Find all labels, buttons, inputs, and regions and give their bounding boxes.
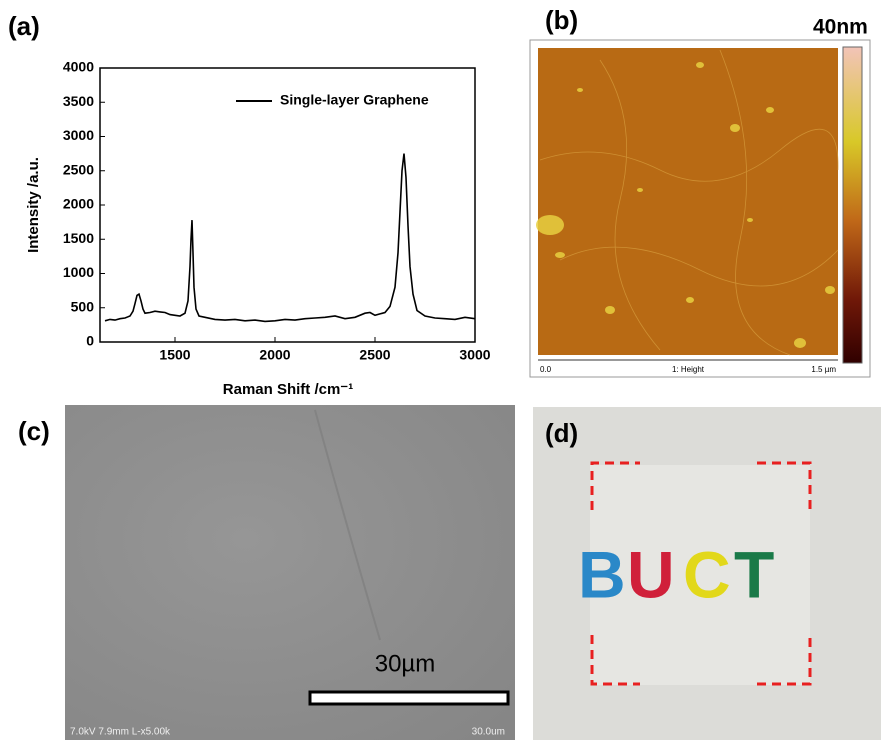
scale-start: 0.0 (540, 365, 552, 374)
y-axis-label: Intensity /a.u. (25, 157, 42, 253)
sem-scale: 30.0um (472, 727, 505, 738)
figure: (a) Raman Shift /cm⁻¹ Intensity /a.u. 0 5… (0, 0, 881, 740)
colorbar-label: 40nm (813, 16, 868, 39)
scale-bar-label: 30µm (375, 650, 436, 677)
colorbar (843, 47, 862, 363)
y-tick-label: 2000 (63, 196, 94, 212)
y-tick-label: 500 (71, 298, 95, 314)
y-tick-label: 0 (86, 333, 94, 349)
channel-label: 1: Height (672, 365, 705, 374)
x-tick-label: 2500 (359, 347, 390, 363)
y-tick-label: 1500 (63, 230, 94, 246)
letter: U (627, 537, 675, 611)
x-tick-label: 3000 (459, 347, 490, 363)
sem-info: 7.0kV 7.9mm L-x5.00k (70, 727, 171, 738)
series-line (105, 154, 475, 322)
x-axis-label: Raman Shift /cm⁻¹ (223, 381, 353, 398)
y-tick-label: 2500 (63, 161, 94, 177)
y-tick-label: 3000 (63, 127, 94, 143)
x-tick-label: 2000 (259, 347, 290, 363)
scale-bar (310, 692, 508, 704)
letter: T (734, 537, 774, 611)
x-tick-label: 1500 (159, 347, 190, 363)
legend-label: Single-layer Graphene (280, 92, 429, 108)
letter: C (683, 537, 731, 611)
afm-image (538, 48, 838, 355)
y-tick-label: 4000 (63, 59, 94, 75)
panel-label: (c) (18, 416, 50, 446)
plot: 0 500 1000 1500 2000 2500 3000 3500 4000 1500 2000… (63, 59, 491, 363)
y-tick-label: 3500 (63, 93, 94, 109)
letter: B (578, 537, 626, 611)
scale-end: 1.5 µm (811, 365, 836, 374)
panel-label: (a) (8, 11, 40, 41)
y-tick-label: 1000 (63, 264, 94, 280)
sem-image (65, 405, 515, 740)
panel-label: (b) (545, 5, 578, 35)
plot-frame (100, 68, 475, 342)
panel-label: (d) (545, 418, 578, 448)
